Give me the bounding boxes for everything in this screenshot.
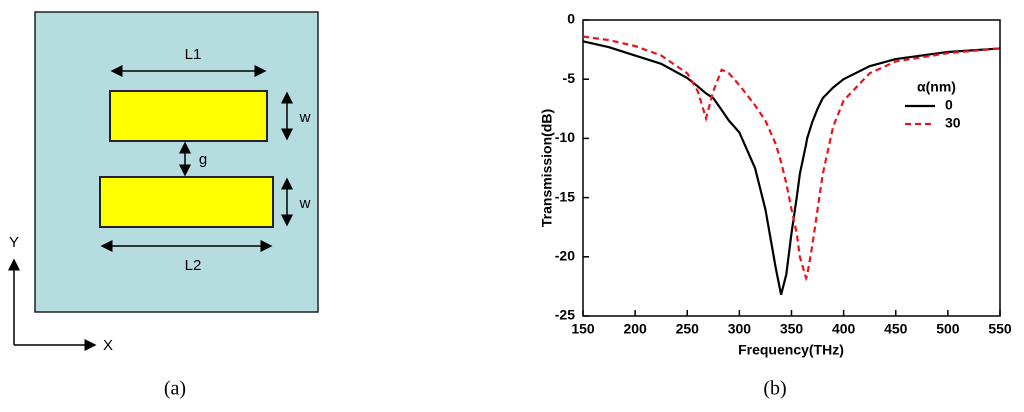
label: g [199,151,207,168]
x-tick-label: 150 [571,321,595,337]
label: L2 [185,257,202,274]
x-tick-label: 450 [884,321,908,337]
x-tick-label: 300 [728,321,752,337]
legend-label: 30 [945,115,961,131]
x-axis-label: Frequency(THz) [738,342,844,358]
y-tick-label: -10 [555,129,575,145]
y-tick-label: -20 [555,248,575,264]
label: w [299,109,311,126]
caption: (b) [763,378,786,400]
y-axis-label: Transmission(dB) [539,109,555,227]
x-tick-label: 250 [676,321,700,337]
label: X [103,337,113,354]
panel-a: L1 L2 w w g Y X [7,11,319,354]
x-tick-label: 550 [988,321,1012,337]
x-tick-label: 350 [780,321,804,337]
caption: (a) [164,378,186,400]
x-tick-label: 500 [936,321,960,337]
substrate [34,11,319,313]
series-line [582,40,1001,295]
x-tick-label: 400 [832,321,856,337]
label: w [299,195,311,212]
bar-bottom [99,176,274,228]
y-tick-label: -25 [555,307,575,323]
y-tick-label: -15 [555,188,575,204]
label: Y [9,234,19,251]
chart: Frequency(THz) Transmission(dB) 150 200 25… [539,11,1012,358]
legend-label: 0 [945,97,953,113]
series-line [582,35,1001,282]
label: L1 [185,46,202,63]
x-tick-label: 200 [623,321,647,337]
plot-frame [582,19,1001,317]
legend-title: α(nm) [917,79,956,95]
y-tick-label: 0 [567,11,575,27]
y-tick-label: -5 [563,70,576,86]
bar-top [109,90,268,142]
